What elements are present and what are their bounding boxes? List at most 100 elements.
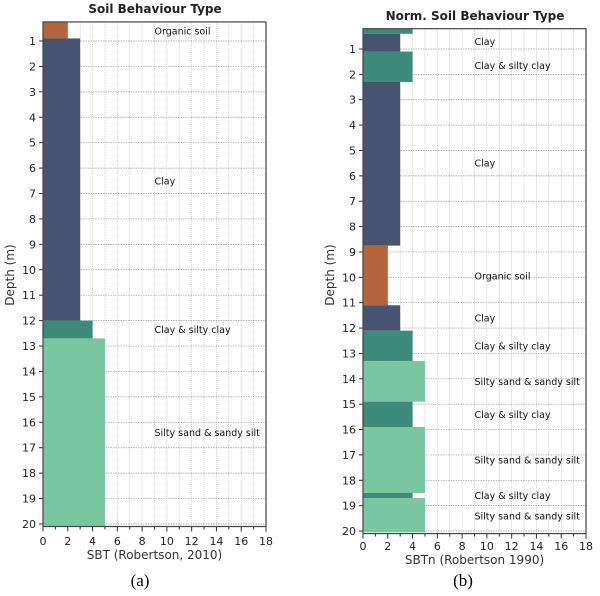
x-tick-label: 6: [114, 535, 121, 548]
chart-b: Norm. Soil Behaviour Type123456789101112…: [323, 9, 593, 590]
layer-bar-silty-sand: [363, 361, 425, 402]
x-tick-label: 0: [360, 540, 367, 553]
y-tick-label: 4: [29, 111, 36, 124]
y-tick-label: 14: [22, 365, 36, 378]
y-tick-label: 20: [22, 518, 36, 531]
layer-bar-clay-silty-clay: [363, 51, 413, 82]
y-tick-label: 17: [22, 442, 36, 455]
x-tick-label: 8: [139, 535, 146, 548]
x-tick-label: 14: [529, 540, 543, 553]
x-tick-label: 16: [554, 540, 568, 553]
x-tick-label: 10: [480, 540, 494, 553]
y-tick-label: 3: [29, 86, 36, 99]
y-tick-label: 7: [349, 195, 356, 208]
y-axis-label: Depth (m): [3, 244, 17, 305]
layer-bar-clay-silty-clay: [363, 401, 413, 428]
x-tick-label: 8: [459, 540, 466, 553]
soil-type-annotation: Clay & silty clay: [475, 341, 551, 352]
y-tick-label: 12: [22, 315, 36, 328]
y-tick-label: 11: [342, 297, 356, 310]
y-tick-label: 6: [349, 170, 356, 183]
soil-type-annotation: Clay: [155, 176, 176, 187]
x-tick-label: 2: [64, 535, 71, 548]
soil-type-annotation: Silty sand & sandy silt: [475, 511, 581, 522]
y-tick-label: 2: [349, 68, 356, 81]
x-tick-label: 4: [89, 535, 96, 548]
y-tick-label: 18: [342, 474, 356, 487]
layer-bar-clay: [363, 33, 401, 52]
layer-bar-clay: [363, 305, 401, 331]
y-tick-label: 4: [349, 119, 356, 132]
layer-bar-silty-sand: [43, 338, 105, 527]
y-tick-label: 13: [22, 340, 36, 353]
x-tick-label: 12: [505, 540, 519, 553]
y-tick-label: 19: [22, 493, 36, 506]
y-tick-label: 3: [349, 94, 356, 107]
soil-type-annotation: Silty sand & sandy silt: [475, 455, 581, 466]
x-tick-label: 14: [209, 535, 223, 548]
y-tick-label: 16: [22, 416, 36, 429]
y-tick-label: 16: [342, 424, 356, 437]
layer-bar-organic: [363, 245, 388, 306]
y-tick-label: 9: [349, 246, 356, 259]
soil-type-annotation: Silty sand & sandy silt: [475, 377, 581, 388]
y-tick-label: 17: [342, 449, 356, 462]
y-tick-label: 7: [29, 188, 36, 201]
y-tick-label: 8: [29, 213, 36, 226]
soil-type-annotation: Clay & silty clay: [475, 491, 551, 502]
layer-bar-clay-silty-clay: [363, 330, 413, 362]
y-tick-label: 10: [22, 264, 36, 277]
y-tick-label: 1: [349, 43, 356, 56]
soil-type-annotation: Clay & silty clay: [155, 325, 231, 336]
y-tick-label: 12: [342, 322, 356, 335]
x-tick-label: 2: [384, 540, 391, 553]
soil-type-annotation: Clay: [475, 159, 496, 170]
y-tick-label: 9: [29, 238, 36, 251]
x-tick-label: 4: [409, 540, 416, 553]
y-tick-label: 20: [342, 525, 356, 538]
soil-type-annotation: Organic soil: [155, 26, 211, 37]
soil-type-annotation: Clay & silty clay: [475, 61, 551, 72]
y-tick-label: 2: [29, 60, 36, 73]
layer-bar-clay-silty-clay: [363, 492, 413, 499]
chart-title: Norm. Soil Behaviour Type: [386, 9, 565, 23]
chart-a: Soil Behaviour Type123456789101112131415…: [3, 2, 273, 590]
x-tick-label: 16: [234, 535, 248, 548]
x-tick-label: 6: [434, 540, 441, 553]
y-tick-label: 6: [29, 162, 36, 175]
y-tick-label: 13: [342, 347, 356, 360]
y-tick-label: 8: [349, 221, 356, 234]
y-tick-label: 5: [349, 144, 356, 157]
x-axis-label: SBTn (Robertson 1990): [405, 553, 544, 567]
y-tick-label: 11: [22, 289, 36, 302]
x-tick-label: 0: [40, 535, 47, 548]
x-tick-label: 12: [185, 535, 199, 548]
y-tick-label: 18: [22, 467, 36, 480]
layer-bar-clay-silty-clay: [363, 28, 413, 34]
y-tick-label: 19: [342, 500, 356, 513]
layer-bar-organic: [43, 21, 68, 39]
y-tick-label: 10: [342, 271, 356, 284]
x-tick-label: 10: [160, 535, 174, 548]
y-tick-label: 1: [29, 35, 36, 48]
layer-bar-silty-sand: [363, 498, 425, 533]
panel-label: (a): [131, 571, 150, 590]
layer-bar-clay: [363, 81, 401, 246]
y-tick-label: 15: [22, 391, 36, 404]
layer-bar-clay: [43, 38, 81, 321]
layer-bar-silty-sand: [363, 427, 425, 493]
y-tick-label: 14: [342, 373, 356, 386]
y-axis-label: Depth (m): [323, 244, 337, 305]
soil-type-annotation: Clay: [475, 37, 496, 48]
x-axis-label: SBT (Robertson, 2010): [87, 548, 223, 562]
soil-type-annotation: Silty sand & sandy silt: [155, 428, 261, 439]
panel-label: (b): [453, 571, 473, 590]
soil-type-annotation: Organic soil: [475, 272, 531, 283]
x-tick-label: 18: [579, 540, 593, 553]
soil-type-annotation: Clay: [475, 313, 496, 324]
y-tick-label: 5: [29, 137, 36, 150]
chart-title: Soil Behaviour Type: [88, 2, 221, 16]
soil-type-annotation: Clay & silty clay: [475, 410, 551, 421]
x-tick-label: 18: [259, 535, 273, 548]
